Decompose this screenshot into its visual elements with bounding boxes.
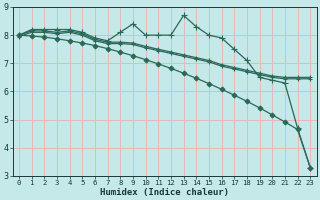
X-axis label: Humidex (Indice chaleur): Humidex (Indice chaleur) (100, 188, 229, 197)
